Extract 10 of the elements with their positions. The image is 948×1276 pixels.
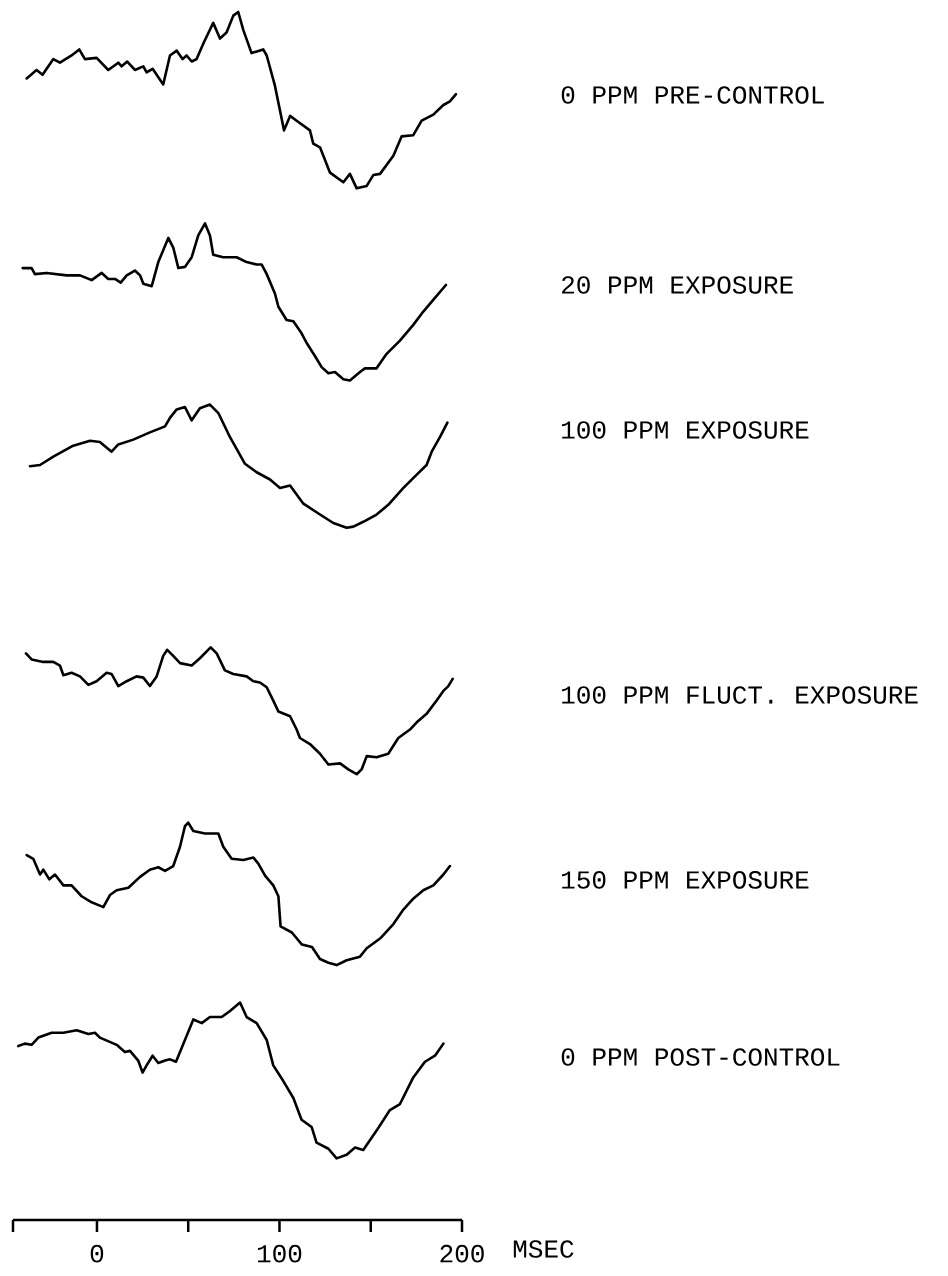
x-tick-label: 200 (440, 1244, 484, 1263)
text: 100 PPM EXPOSURE (562, 421, 809, 439)
text: 150 PPM EXPOSURE (562, 871, 809, 889)
x-tick-label: 0 (90, 1244, 104, 1263)
x-tick-label: 100 (257, 1244, 302, 1263)
text: 100 PPM FLUCT. EXPOSURE (562, 686, 918, 704)
text: 20 PPM EXPOSURE (562, 276, 793, 294)
text: 0 PPM PRE-CONTROL (561, 86, 824, 104)
text: 0 PPM POST-CONTROL (561, 1048, 840, 1066)
x-axis-title: MSEC (513, 1240, 574, 1258)
